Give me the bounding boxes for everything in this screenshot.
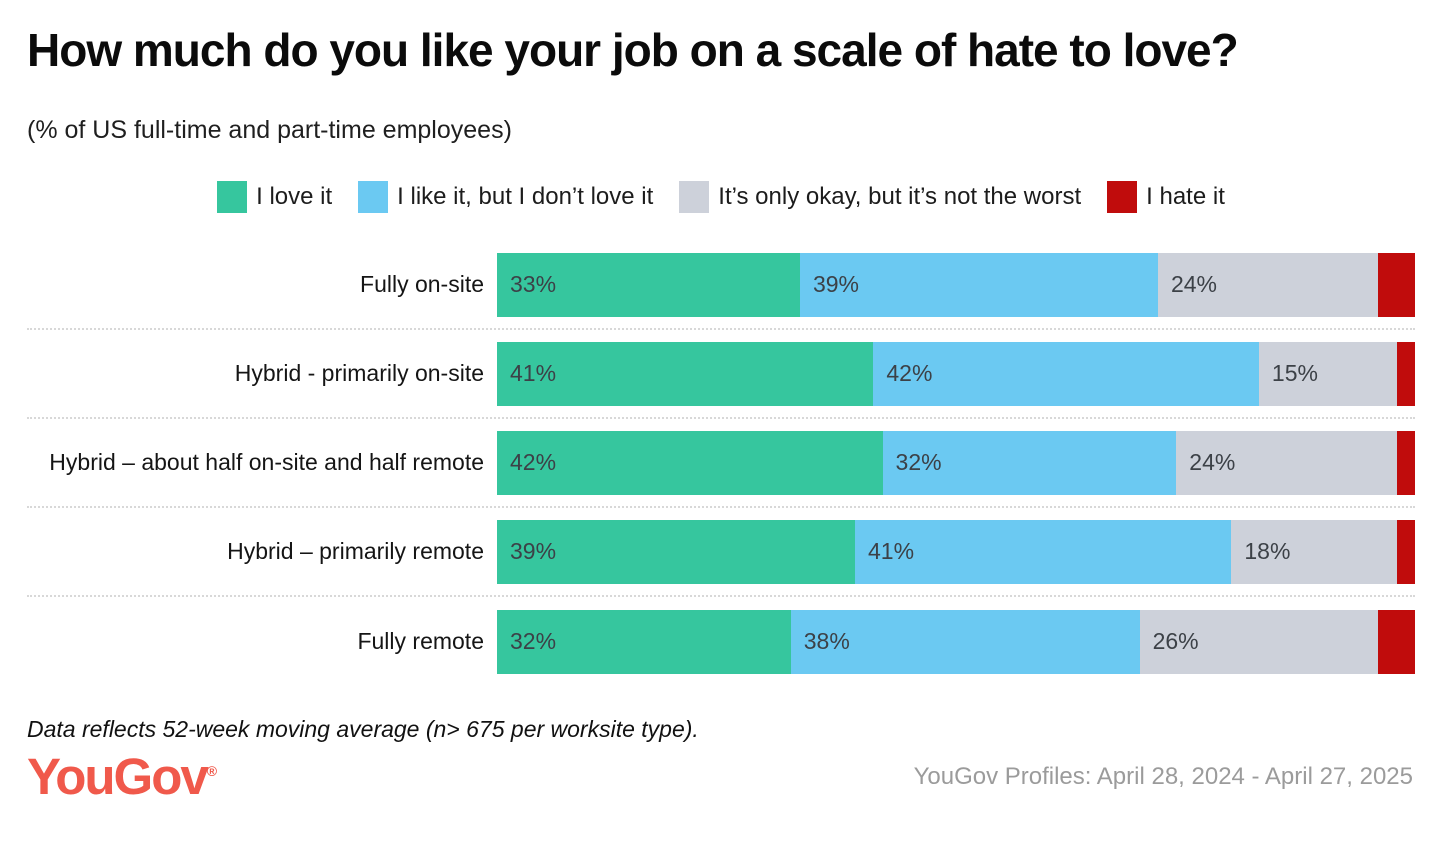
bar-segment-i-love-it: 33% bbox=[497, 252, 800, 317]
chart-subtitle: (% of US full-time and part-time employe… bbox=[27, 116, 512, 144]
category-label: Hybrid - primarily on-site bbox=[234, 360, 484, 386]
chart-row-fully-on-site: Fully on-site 33% 39% 24% bbox=[27, 241, 1415, 330]
legend-swatch-icon bbox=[679, 181, 710, 213]
stacked-bar: 42% 32% 24% bbox=[497, 430, 1415, 495]
category-label: Hybrid – primarily remote bbox=[227, 538, 484, 564]
legend-label: I like it, but I don’t love it bbox=[397, 183, 654, 210]
stacked-bar: 41% 42% 15% bbox=[497, 341, 1415, 406]
bar-segment-it-s-only-okay-but-it-s-not-the-worst: 15% bbox=[1258, 341, 1397, 406]
legend-label: I love it bbox=[256, 183, 333, 210]
chart-row-hybrid-about-half-on-site-and-half-remote: Hybrid – about half on-site and half rem… bbox=[27, 419, 1415, 508]
segment-value: 38% bbox=[803, 628, 850, 654]
registered-mark: ® bbox=[206, 763, 218, 779]
category-label: Hybrid – about half on-site and half rem… bbox=[49, 449, 484, 475]
bar-segment-i-love-it: 41% bbox=[497, 341, 874, 406]
segment-value: 41% bbox=[510, 360, 557, 386]
chart-footnote: Data reflects 52-week moving average (n>… bbox=[27, 716, 699, 742]
bar-segment-i-like-it-but-i-don-t-love-it: 32% bbox=[882, 430, 1177, 495]
legend-label: It’s only okay, but it’s not the worst bbox=[718, 183, 1082, 210]
chart-row-hybrid-primarily-remote: Hybrid – primarily remote 39% 41% 18% bbox=[27, 508, 1415, 597]
bar-segment-i-like-it-but-i-don-t-love-it: 38% bbox=[790, 609, 1140, 674]
yougov-logo: YouGov® bbox=[27, 751, 217, 802]
segment-value: 32% bbox=[510, 628, 557, 654]
bar-segment-i-love-it: 32% bbox=[497, 609, 791, 674]
chart-legend: I love it I like it, but I don’t love it I… bbox=[27, 181, 1415, 213]
yougov-logo-text: YouGov bbox=[27, 748, 209, 805]
stacked-bar: 32% 38% 26% bbox=[497, 609, 1415, 674]
stacked-bar-chart: Fully on-site 33% 39% 24% Hybrid - primarily… bbox=[27, 241, 1415, 686]
legend-swatch-icon bbox=[358, 181, 389, 213]
source-attribution: YouGov Profiles: April 28, 2024 - April … bbox=[913, 762, 1413, 790]
segment-value: 26% bbox=[1152, 628, 1199, 654]
legend-swatch-icon bbox=[217, 181, 248, 213]
segment-value: 32% bbox=[895, 449, 942, 475]
bar-segment-i-love-it: 39% bbox=[497, 519, 856, 584]
bar-segment-i-hate-it bbox=[1396, 519, 1415, 584]
legend-swatch-icon bbox=[1107, 181, 1138, 213]
segment-value: 24% bbox=[1170, 271, 1217, 297]
bar-segment-i-love-it: 42% bbox=[497, 430, 883, 495]
bar-segment-it-s-only-okay-but-it-s-not-the-worst: 24% bbox=[1157, 252, 1379, 317]
category-label: Fully remote bbox=[357, 628, 484, 654]
chart-row-fully-remote: Fully remote 32% 38% 26% bbox=[27, 597, 1415, 686]
bar-segment-it-s-only-okay-but-it-s-not-the-worst: 18% bbox=[1231, 519, 1397, 584]
bar-segment-i-hate-it bbox=[1396, 341, 1415, 406]
category-label: Fully on-site bbox=[360, 271, 484, 297]
legend-item-it-s-only-okay-but-it-s-not-the-worst: It’s only okay, but it’s not the worst bbox=[679, 181, 1081, 213]
segment-value: 18% bbox=[1244, 538, 1291, 564]
legend-item-i-like-it-but-i-don-t-love-it: I like it, but I don’t love it bbox=[358, 181, 653, 213]
bar-segment-i-like-it-but-i-don-t-love-it: 41% bbox=[855, 519, 1232, 584]
stacked-bar: 33% 39% 24% bbox=[497, 252, 1415, 317]
bar-segment-i-like-it-but-i-don-t-love-it: 42% bbox=[873, 341, 1259, 406]
legend-label: I hate it bbox=[1146, 183, 1225, 210]
stacked-bar: 39% 41% 18% bbox=[497, 519, 1415, 584]
segment-value: 42% bbox=[510, 449, 557, 475]
legend-item-i-love-it: I love it bbox=[217, 181, 332, 213]
page-title: How much do you like your job on a scale… bbox=[27, 24, 1239, 76]
segment-value: 39% bbox=[510, 538, 557, 564]
chart-row-hybrid-primarily-on-site: Hybrid - primarily on-site 41% 42% 15% bbox=[27, 330, 1415, 419]
bar-segment-i-hate-it bbox=[1396, 430, 1415, 495]
segment-value: 24% bbox=[1189, 449, 1236, 475]
segment-value: 33% bbox=[510, 271, 557, 297]
bar-segment-i-hate-it bbox=[1378, 252, 1415, 317]
segment-value: 42% bbox=[886, 360, 933, 386]
segment-value: 39% bbox=[812, 271, 859, 297]
bar-segment-it-s-only-okay-but-it-s-not-the-worst: 26% bbox=[1139, 609, 1379, 674]
bar-segment-i-hate-it bbox=[1378, 609, 1415, 674]
bar-segment-i-like-it-but-i-don-t-love-it: 39% bbox=[799, 252, 1158, 317]
legend-item-i-hate-it: I hate it bbox=[1107, 181, 1225, 213]
bar-segment-it-s-only-okay-but-it-s-not-the-worst: 24% bbox=[1176, 430, 1397, 495]
segment-value: 15% bbox=[1271, 360, 1318, 386]
footer-row: YouGov® YouGov Profiles: April 28, 2024 … bbox=[27, 751, 1415, 802]
segment-value: 41% bbox=[868, 538, 915, 564]
